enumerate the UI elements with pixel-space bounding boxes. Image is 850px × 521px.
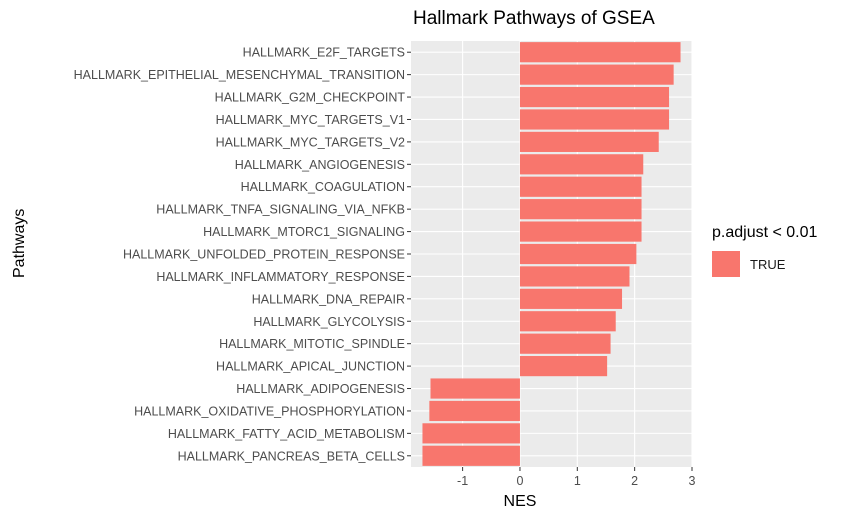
y-tick-label: HALLMARK_DNA_REPAIR (252, 292, 405, 306)
y-tick-label: HALLMARK_MITOTIC_SPINDLE (219, 337, 405, 351)
bar (519, 154, 644, 175)
y-tick-label: HALLMARK_APICAL_JUNCTION (216, 360, 405, 374)
bar (519, 356, 608, 377)
y-tick-label: HALLMARK_EPITHELIAL_MESENCHYMAL_TRANSITI… (74, 68, 405, 82)
bar (422, 423, 520, 444)
x-tick-label: -1 (457, 474, 468, 488)
y-tick-label: HALLMARK_INFLAMMATORY_RESPONSE (156, 270, 405, 284)
y-tick-label: HALLMARK_PANCREAS_BETA_CELLS (178, 449, 405, 463)
bar (519, 131, 659, 152)
bar (430, 378, 520, 399)
legend-title: p.adjust < 0.01 (712, 224, 818, 241)
bar (429, 400, 520, 422)
x-axis-title: NES (503, 493, 537, 510)
legend-label: TRUE (750, 256, 786, 272)
chart-title: Hallmark Pathways of GSEA (413, 8, 655, 29)
bar (519, 266, 630, 287)
x-tick-label: 0 (516, 474, 523, 488)
bar (519, 109, 670, 130)
bar (519, 243, 637, 265)
y-tick-label: HALLMARK_TNFA_SIGNALING_VIA_NFKB (156, 203, 405, 217)
bar (519, 288, 623, 309)
y-tick-label: HALLMARK_OXIDATIVE_PHOSPHORYLATION (134, 404, 405, 418)
x-tick-label: 3 (689, 474, 696, 488)
bar (519, 333, 611, 354)
bar (519, 221, 642, 242)
y-tick-label: HALLMARK_COAGULATION (241, 180, 405, 194)
y-tick-label: HALLMARK_MYC_TARGETS_V2 (216, 135, 405, 149)
legend-key (712, 251, 740, 277)
bar (519, 311, 616, 332)
y-tick-label: HALLMARK_FATTY_ACID_METABOLISM (168, 427, 405, 441)
x-tick-label: 1 (574, 474, 581, 488)
bar (519, 42, 681, 63)
y-tick-label: HALLMARK_G2M_CHECKPOINT (215, 91, 406, 105)
y-tick-label: HALLMARK_GLYCOLYSIS (253, 315, 405, 329)
y-tick-label: HALLMARK_MTORC1_SIGNALING (203, 225, 405, 239)
x-tick-label: 2 (631, 474, 638, 488)
y-tick-label: HALLMARK_UNFOLDED_PROTEIN_RESPONSE (123, 248, 405, 262)
y-tick-label: HALLMARK_MYC_TARGETS_V1 (216, 113, 405, 127)
bar (519, 199, 642, 220)
bar (519, 86, 670, 108)
y-axis-title: Pathways (11, 208, 28, 278)
legend-entry: TRUE (712, 251, 817, 277)
bar (422, 445, 520, 466)
bar (519, 64, 674, 85)
legend: p.adjust < 0.01 TRUE (712, 224, 817, 277)
y-tick-label: HALLMARK_ADIPOGENESIS (236, 382, 405, 396)
y-tick-label: HALLMARK_ANGIOGENESIS (235, 158, 405, 172)
bar (519, 176, 642, 197)
y-tick-label: HALLMARK_E2F_TARGETS (243, 46, 405, 60)
